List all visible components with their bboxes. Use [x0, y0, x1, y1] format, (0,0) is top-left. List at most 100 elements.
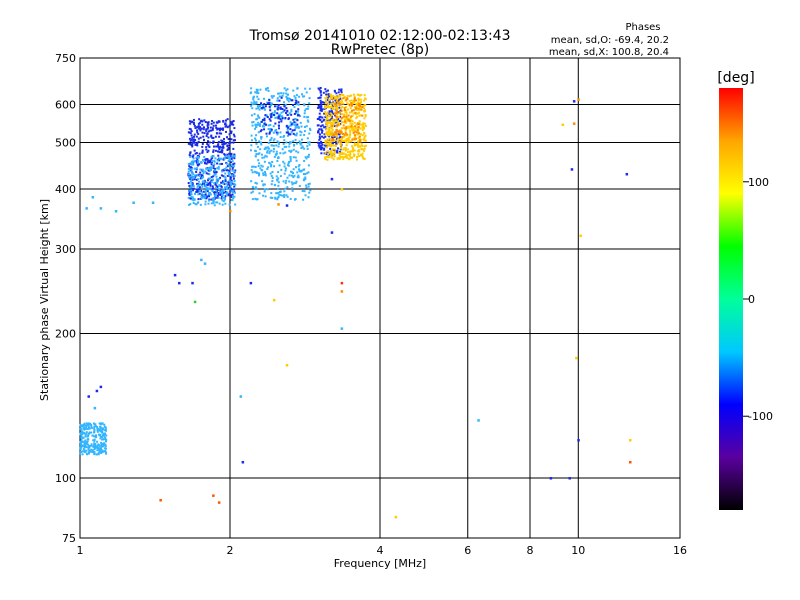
data-point	[197, 184, 200, 187]
data-point	[579, 234, 582, 238]
data-point	[327, 153, 330, 156]
data-point	[290, 108, 293, 111]
data-point	[361, 123, 364, 126]
data-point	[320, 142, 323, 145]
data-point	[356, 140, 359, 143]
data-point	[279, 115, 282, 118]
data-point	[210, 163, 213, 166]
data-point	[305, 125, 308, 128]
data-point	[204, 193, 207, 196]
data-point	[324, 158, 327, 161]
data-point	[337, 94, 340, 97]
data-point	[350, 156, 353, 159]
data-point	[188, 154, 191, 157]
data-point	[336, 106, 339, 109]
data-point	[188, 203, 191, 206]
data-point	[151, 201, 155, 204]
data-point	[94, 445, 97, 448]
data-point	[351, 145, 354, 148]
data-point	[328, 95, 331, 98]
data-point	[227, 141, 230, 144]
data-point	[187, 170, 190, 173]
data-point	[83, 442, 86, 445]
data-point	[256, 123, 259, 126]
data-point	[358, 102, 361, 105]
data-point	[96, 446, 99, 449]
data-point	[215, 132, 218, 135]
data-point	[280, 111, 283, 114]
data-point	[358, 109, 361, 112]
data-point	[213, 191, 216, 194]
data-point	[296, 119, 299, 122]
data-point	[351, 126, 354, 129]
data-point	[292, 103, 295, 106]
data-point	[173, 273, 177, 277]
data-point	[277, 113, 280, 116]
data-point	[212, 167, 215, 170]
data-point	[204, 200, 207, 203]
data-point	[230, 161, 233, 164]
data-point	[218, 159, 221, 162]
data-point	[286, 93, 289, 96]
data-point	[330, 121, 333, 124]
data-point	[202, 176, 205, 179]
data-point	[336, 135, 339, 138]
data-point	[103, 442, 106, 445]
data-point	[332, 139, 335, 142]
data-point	[355, 123, 358, 126]
data-point	[291, 171, 294, 174]
data-point	[100, 444, 103, 447]
data-point	[223, 197, 226, 200]
data-point	[262, 172, 265, 175]
phases-line-x: mean, sd,X: 100.8, 20.4	[549, 47, 669, 58]
data-point	[325, 143, 328, 146]
data-point	[79, 448, 82, 451]
data-point	[360, 154, 363, 157]
data-point	[199, 126, 202, 129]
data-point	[85, 449, 88, 452]
data-point	[308, 182, 311, 185]
data-point	[190, 170, 193, 173]
data-point	[196, 158, 199, 161]
data-point	[277, 171, 280, 174]
data-point	[283, 193, 286, 196]
data-point	[198, 186, 201, 189]
data-point	[223, 175, 226, 178]
data-point	[91, 450, 94, 453]
data-point	[357, 142, 360, 145]
data-point	[192, 187, 195, 190]
data-point	[225, 169, 228, 172]
data-point	[308, 87, 311, 90]
data-point	[331, 144, 334, 147]
data-point	[325, 93, 328, 96]
data-point	[326, 99, 329, 102]
y-tick-label: 75	[62, 532, 76, 545]
data-point	[362, 148, 365, 151]
data-point	[353, 154, 356, 157]
data-point	[318, 128, 321, 131]
data-point	[277, 203, 280, 206]
data-point	[208, 145, 211, 148]
data-point	[232, 123, 235, 126]
data-point	[363, 131, 366, 134]
data-point	[226, 153, 229, 156]
data-point	[301, 95, 304, 98]
data-point	[270, 128, 273, 131]
data-point	[87, 451, 90, 454]
data-point	[192, 176, 195, 179]
data-point	[188, 176, 191, 179]
data-point	[290, 174, 293, 177]
data-point	[95, 453, 98, 456]
data-point	[187, 182, 190, 185]
data-point	[320, 94, 323, 97]
data-point	[285, 95, 288, 98]
data-point	[335, 92, 338, 95]
data-point	[80, 450, 83, 453]
data-point	[224, 188, 227, 191]
data-point	[215, 126, 218, 129]
data-point	[345, 99, 348, 102]
data-point	[90, 448, 93, 451]
data-point	[338, 122, 341, 125]
data-point	[348, 125, 351, 128]
phases-header: Phases	[625, 22, 660, 33]
